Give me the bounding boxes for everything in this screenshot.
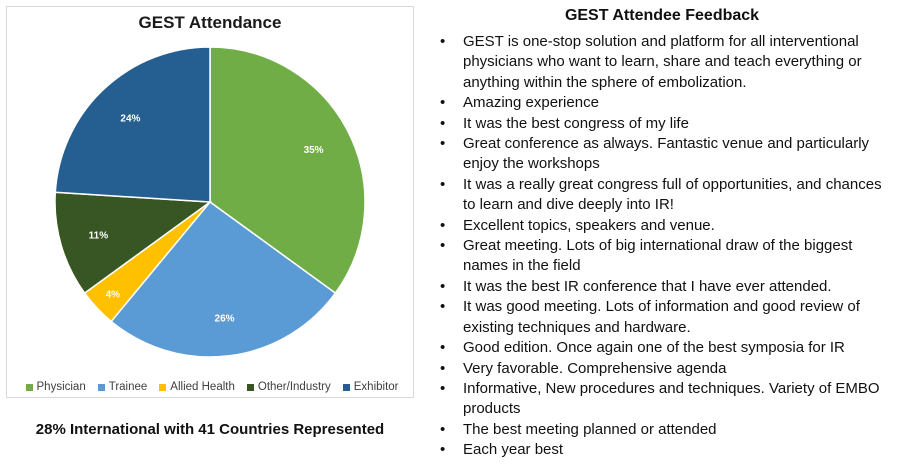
legend-item-trainee: Trainee: [97, 381, 148, 393]
pie-slice-exhibitor: [54, 46, 211, 203]
feedback-item: Very favorable. Comprehensive agenda: [440, 359, 890, 380]
legend-swatch: [97, 383, 105, 391]
pie-slice-physician: [209, 46, 366, 295]
legend-item-other-industry: Other/Industry: [246, 381, 331, 393]
feedback-list: GEST is one-stop solution and platform f…: [440, 32, 890, 461]
feedback-item: Informative, New procedures and techniqu…: [440, 379, 890, 420]
feedback-item: It was a really great congress full of o…: [440, 175, 890, 216]
feedback-item: The best meeting planned or attended: [440, 420, 890, 441]
chart-legend: Physician Trainee Allied Health Other/Indus…: [25, 378, 399, 396]
pie-label-exhibitor: 24%: [120, 113, 140, 124]
pie-slice-trainee: [110, 200, 337, 358]
legend-label: Physician: [36, 381, 86, 393]
feedback-item: GEST is one-stop solution and platform f…: [440, 32, 890, 93]
feedback-title: GEST Attendee Feedback: [564, 7, 760, 24]
feedback-item: It was the best congress of my life: [440, 114, 890, 135]
feedback-item: It was good meeting. Lots of information…: [440, 297, 890, 338]
feedback-item: Great conference as always. Fantastic ve…: [440, 134, 890, 175]
pie-label-other-industry: 11%: [89, 230, 109, 241]
legend-label: Allied Health: [170, 381, 235, 393]
pie-slice-other-industry: [54, 191, 213, 295]
legend-swatch: [342, 383, 350, 391]
legend-swatch: [246, 383, 254, 391]
feedback-item: Great meeting. Lots of big international…: [440, 236, 890, 277]
legend-label: Exhibitor: [353, 381, 399, 393]
international-caption: 28% International with 41 Countries Repr…: [35, 421, 385, 438]
chart-title: GEST Attendance: [138, 13, 282, 32]
legend-label: Other/Industry: [257, 381, 331, 393]
legend-label: Trainee: [108, 381, 148, 393]
pie-label-trainee: 26%: [215, 313, 235, 324]
pie-label-allied-health: 4%: [106, 289, 121, 300]
attendance-chart: GEST Attendance 35% 26% 4% 11% 24% Physician…: [6, 6, 414, 398]
legend-swatch: [159, 383, 167, 391]
pie-label-physician: 35%: [304, 145, 324, 156]
legend-item-allied-health: Allied Health: [159, 381, 235, 393]
feedback-item: It was the best IR conference that I hav…: [440, 277, 890, 298]
feedback-item: Amazing experience: [440, 93, 890, 114]
feedback-item: Excellent topics, speakers and venue.: [440, 216, 890, 237]
feedback-item: Each year best: [440, 440, 890, 461]
legend-swatch: [25, 383, 33, 391]
legend-item-physician: Physician: [25, 381, 86, 393]
feedback-item: Good edition. Once again one of the best…: [440, 338, 890, 359]
pie-chart: 35% 26% 4% 11% 24%: [54, 46, 366, 358]
legend-item-exhibitor: Exhibitor: [342, 381, 399, 393]
